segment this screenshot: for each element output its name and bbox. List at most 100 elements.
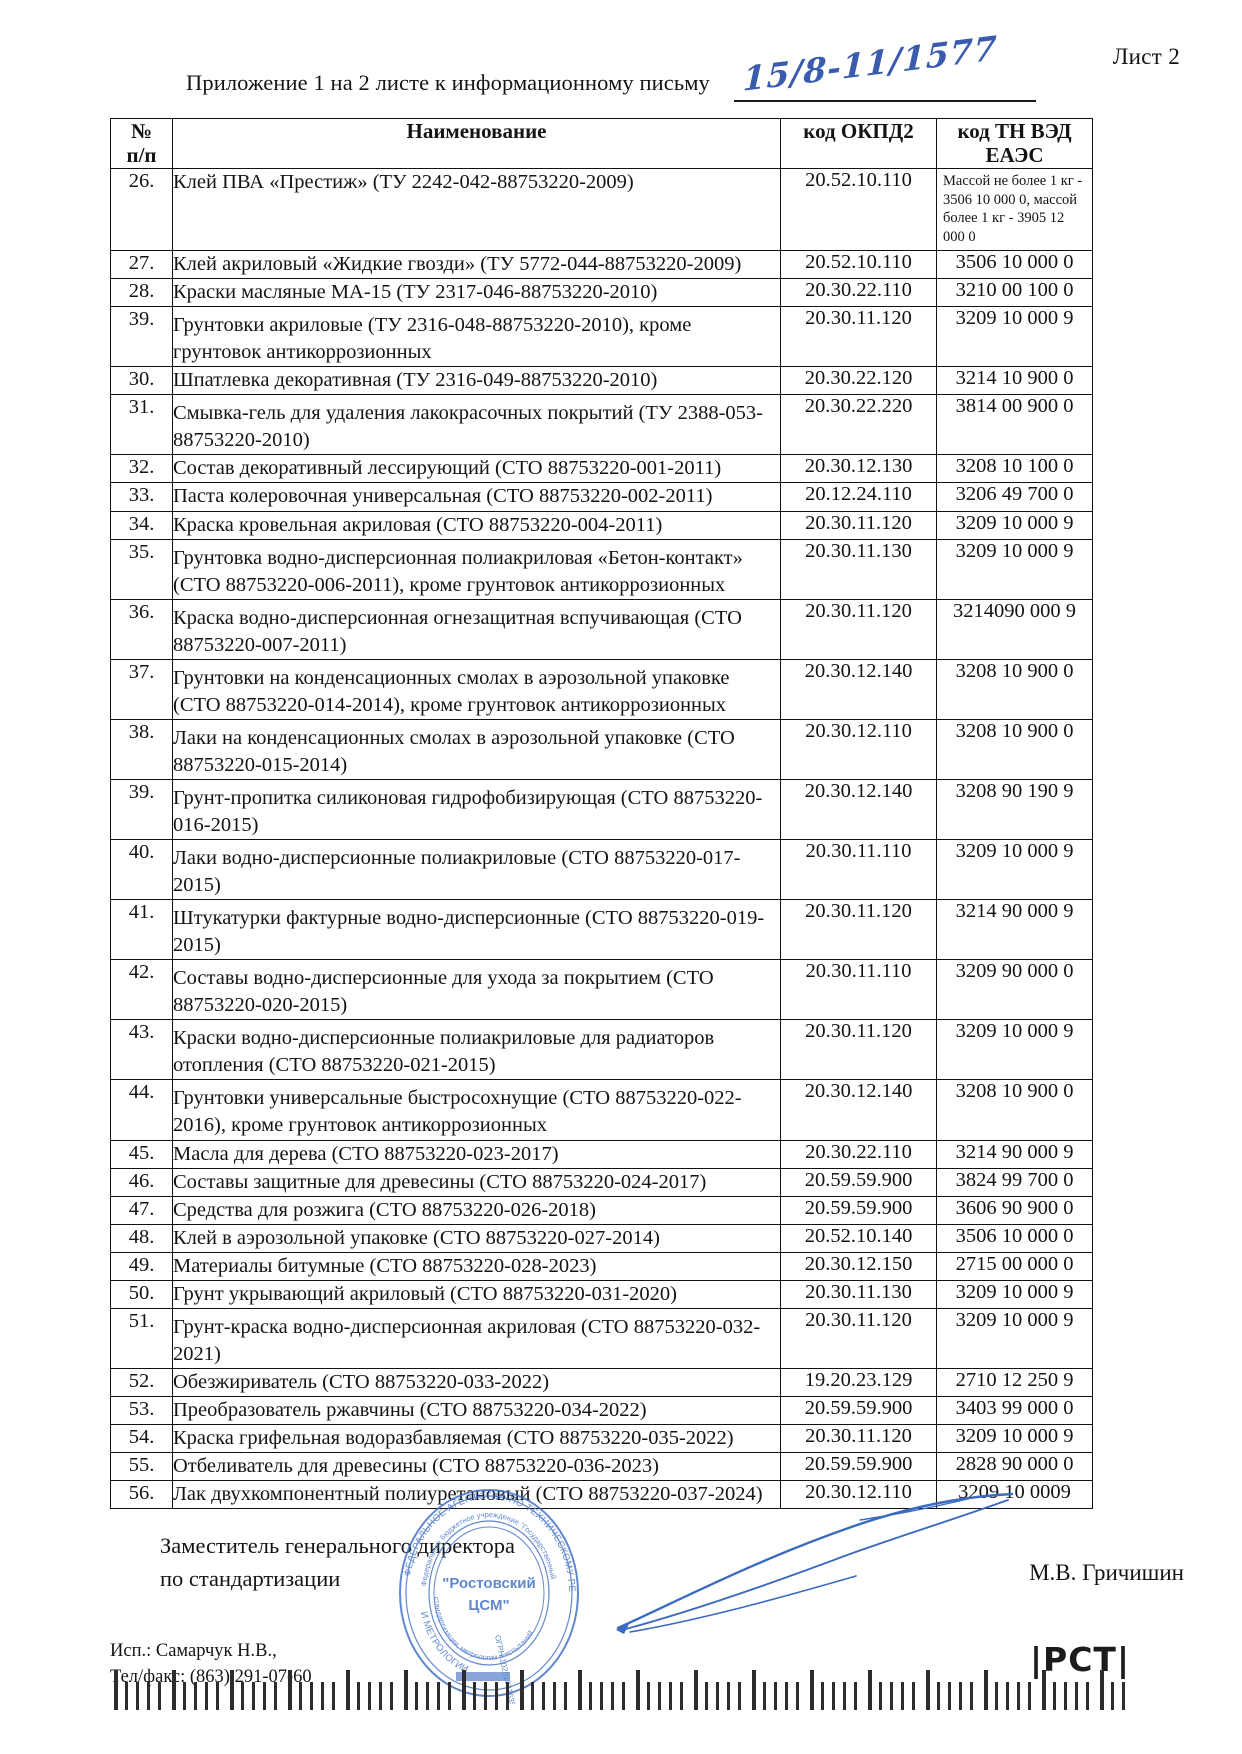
row-okpd-code: 20.30.22.120	[780, 366, 937, 396]
row-number: 52.	[110, 1367, 173, 1397]
row-tnved-code: 3814 00 900 0	[936, 394, 1093, 456]
column-header-tnved-line1: код ТН ВЭД	[957, 119, 1072, 143]
table-row: 45. Масла для дерева (СТО 88753220-023-20…	[110, 1139, 1093, 1169]
row-product-name: Отбеливатель для древесины (СТО 88753220…	[172, 1452, 781, 1482]
row-product-name: Преобразователь ржавчины (СТО 88753220-0…	[172, 1395, 781, 1425]
row-tnved-code: 3209 10 000 9	[936, 1019, 1093, 1081]
row-number: 53.	[110, 1395, 173, 1425]
row-tnved-code: 3214 90 000 9	[936, 1139, 1093, 1169]
row-number: 40.	[110, 839, 173, 901]
appendix-caption: Приложение 1 на 2 листе к информационном…	[186, 28, 1086, 104]
row-product-name: Средства для розжига (СТО 88753220-026-2…	[172, 1195, 781, 1225]
row-number: 39.	[110, 306, 173, 368]
row-okpd-code: 20.30.22.220	[780, 394, 937, 456]
row-okpd-code: 20.30.12.110	[780, 718, 937, 780]
executor-info: Исп.: Самарчук Н.В., Тел/факс: (863) 291…	[110, 1638, 312, 1691]
row-tnved-code: Массой не более 1 кг - 3506 10 000 0, ма…	[936, 167, 1093, 252]
table-row: 48. Клей в аэрозольной упаковке (СТО 8875…	[110, 1223, 1093, 1253]
reference-rule	[734, 100, 1036, 102]
row-number: 46.	[110, 1167, 173, 1197]
row-product-name: Клей ПВА «Престиж» (ТУ 2242-042-88753220…	[172, 167, 781, 252]
row-number: 28.	[110, 278, 173, 308]
row-okpd-code: 20.30.11.120	[780, 306, 937, 368]
row-okpd-code: 20.30.11.120	[780, 1423, 937, 1454]
row-number: 45.	[110, 1139, 173, 1169]
sheet-number: Лист 2	[1112, 44, 1180, 69]
column-header-okpd: код ОКПД2	[780, 118, 937, 169]
row-product-name: Краска грифельная водоразбавляемая (СТО …	[172, 1423, 781, 1454]
row-product-name: Лаки водно-дисперсионные полиакриловые (…	[172, 839, 781, 901]
signer-name: М.В. Гричишин	[1029, 1560, 1184, 1585]
row-product-name: Штукатурки фактурные водно-дисперсионные…	[172, 899, 781, 961]
row-number: 27.	[110, 250, 173, 280]
products-table-wrapper: № п/п Наименование код ОКПД2 код ТН ВЭД …	[110, 118, 1093, 1510]
row-okpd-code: 20.30.22.110	[780, 278, 937, 308]
table-row: 33. Паста колеровочная универсальная (СТО…	[110, 482, 1093, 512]
row-tnved-code: 3208 10 900 0	[936, 718, 1093, 780]
table-row: 56. Лак двухкомпонентный полиуретановый (…	[110, 1480, 1093, 1510]
products-table: № п/п Наименование код ОКПД2 код ТН ВЭД …	[110, 118, 1093, 1510]
row-product-name: Обезжириватель (СТО 88753220-033-2022)	[172, 1367, 781, 1397]
row-number: 50.	[110, 1279, 173, 1309]
row-tnved-code: 3403 99 000 0	[936, 1395, 1093, 1425]
row-okpd-code: 20.59.59.900	[780, 1452, 937, 1482]
row-product-name: Краска водно-дисперсионная огнезащитная …	[172, 598, 781, 660]
row-tnved-code: 3506 10 000 0	[936, 250, 1093, 280]
column-header-number: № п/п	[110, 118, 173, 169]
row-number: 56.	[110, 1480, 173, 1510]
row-okpd-code: 20.59.59.900	[780, 1167, 937, 1197]
table-row: 38. Лаки на конденсационных смолах в аэро…	[110, 718, 1093, 780]
row-tnved-code: 3209 10 000 9	[936, 1307, 1093, 1369]
table-row: 51. Грунт-краска водно-дисперсионная акри…	[110, 1307, 1093, 1369]
executor-name: Исп.: Самарчук Н.В.,	[110, 1641, 277, 1661]
table-row: 28. Краски масляные МА-15 (ТУ 2317-046-88…	[110, 278, 1093, 308]
row-okpd-code: 20.30.11.120	[780, 598, 937, 660]
table-row: 39. Грунтовки акриловые (ТУ 2316-048-8875…	[110, 306, 1093, 368]
row-number: 32.	[110, 454, 173, 484]
row-tnved-code: 3209 10 000 9	[936, 839, 1093, 901]
row-number: 39.	[110, 778, 173, 841]
row-tnved-code: 3209 90 000 0	[936, 959, 1093, 1021]
row-tnved-code: 3214090 000 9	[936, 598, 1093, 660]
row-number: 36.	[110, 598, 173, 660]
row-product-name: Шпатлевка декоративная (ТУ 2316-049-8875…	[172, 366, 781, 396]
table-row: 52. Обезжириватель (СТО 88753220-033-2022…	[110, 1367, 1093, 1397]
table-row: 35. Грунтовка водно-дисперсионная полиакр…	[110, 538, 1093, 600]
table-row: 50. Грунт укрывающий акриловый (СТО 88753…	[110, 1279, 1093, 1309]
table-row: 55. Отбеливатель для древесины (СТО 88753…	[110, 1452, 1093, 1482]
row-okpd-code: 20.30.22.110	[780, 1139, 937, 1169]
row-number: 30.	[110, 366, 173, 396]
table-row: 41. Штукатурки фактурные водно-дисперсион…	[110, 899, 1093, 961]
row-okpd-code: 20.59.59.900	[780, 1195, 937, 1225]
row-number: 55.	[110, 1452, 173, 1482]
table-row: 49. Материалы битумные (СТО 88753220-028-…	[110, 1251, 1093, 1281]
row-okpd-code: 20.30.12.150	[780, 1251, 937, 1281]
handwritten-reference: 15/8-11/1577	[742, 28, 999, 99]
table-head: № п/п Наименование код ОКПД2 код ТН ВЭД …	[110, 118, 1093, 169]
table-row: 42. Составы водно-дисперсионные для ухода…	[110, 959, 1093, 1021]
row-okpd-code: 20.30.11.120	[780, 510, 937, 540]
row-tnved-code: 2710 12 250 9	[936, 1367, 1093, 1397]
row-number: 49.	[110, 1251, 173, 1281]
column-header-tnved: код ТН ВЭД ЕАЭС	[936, 118, 1093, 169]
signer-title-line1: Заместитель генерального директора	[160, 1533, 515, 1558]
row-okpd-code: 20.30.12.140	[780, 778, 937, 841]
row-tnved-code: 3209 10 000 9	[936, 1279, 1093, 1309]
row-tnved-code: 3209 10 000 9	[936, 510, 1093, 540]
rst-mark: |РСТ|	[1030, 1640, 1130, 1679]
table-row: 27. Клей акриловый «Жидкие гвозди» (ТУ 57…	[110, 250, 1093, 280]
row-number: 42.	[110, 959, 173, 1021]
table-row: 46. Составы защитные для древесины (СТО 8…	[110, 1167, 1093, 1197]
row-tnved-code: 3209 10 000 9	[936, 306, 1093, 368]
table-row: 37. Грунтовки на конденсационных смолах в…	[110, 658, 1093, 720]
row-product-name: Грунтовки универсальные быстросохнущие (…	[172, 1079, 781, 1141]
row-okpd-code: 20.30.12.110	[780, 1480, 937, 1510]
row-product-name: Грунт-пропитка силиконовая гидрофобизиру…	[172, 778, 781, 841]
table-row: 32. Состав декоративный лессирующий (СТО …	[110, 454, 1093, 484]
stamp-outer-text-bottom: И МЕТРОЛОГИИ	[418, 1610, 470, 1675]
row-tnved-code: 3209 10 000 9	[936, 538, 1093, 600]
row-okpd-code: 20.30.11.120	[780, 1307, 937, 1369]
row-product-name: Краска кровельная акриловая (СТО 8875322…	[172, 510, 781, 540]
row-tnved-code: 3209 10 000 9	[936, 1423, 1093, 1454]
